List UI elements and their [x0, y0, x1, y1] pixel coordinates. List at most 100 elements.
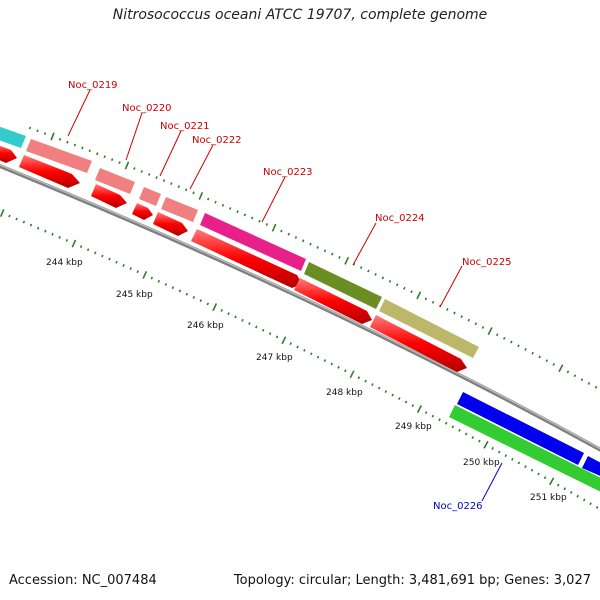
ruler-minor-tick [221, 203, 225, 207]
cds-arrow-1[interactable] [0, 144, 17, 163]
cds-arrow-8[interactable] [370, 315, 467, 372]
ruler-minor-tick [431, 300, 435, 304]
ruler-minor-tick [388, 279, 392, 283]
ruler-minor-tick [214, 200, 217, 204]
ruler-minor-tick [587, 382, 591, 385]
label-lines [67, 89, 503, 502]
ruler-minor-tick [228, 207, 232, 210]
ruler-major-tick [71, 239, 77, 248]
kbp-label-248: 248 kbp [326, 388, 363, 398]
cds-arrow-7[interactable] [294, 278, 372, 324]
ruler-minor-tick [73, 143, 77, 147]
ruler-minor-tick [301, 239, 305, 243]
ruler-minor-tick [337, 365, 340, 369]
ruler-minor-tick [566, 370, 570, 374]
gene-block-noc0221[interactable] [139, 187, 161, 206]
ruler-minor-tick [576, 494, 579, 498]
ruler-minor-tick [44, 229, 47, 233]
ruler-minor-tick [367, 269, 370, 273]
ruler-major-tick [549, 477, 555, 486]
cds-arrow-5[interactable] [153, 212, 188, 236]
ruler-minor-tick [524, 348, 527, 351]
ruler-minor-tick [234, 315, 237, 319]
ruler-minor-tick [28, 126, 32, 130]
ruler-minor-tick [236, 210, 239, 214]
gene-block-noc0219[interactable] [26, 139, 92, 173]
ruler-minor-tick [88, 149, 91, 153]
ruler-minor-tick [556, 483, 560, 487]
gene-block-noc0225[interactable] [379, 299, 479, 358]
kbp-label-250: 250 kbp [463, 458, 500, 468]
gene-block-blue-1[interactable] [457, 392, 584, 465]
ruler-minor-tick [580, 378, 584, 382]
kbp-label-246: 246 kbp [187, 321, 224, 331]
ruler-minor-tick [136, 270, 139, 274]
ruler-minor-tick [220, 308, 223, 312]
cds-arrow-2[interactable] [19, 155, 80, 188]
cds-arrow-4[interactable] [132, 203, 153, 220]
ruler-minor-tick [446, 308, 449, 311]
gene-block-cyan[interactable] [0, 125, 26, 148]
ruler-minor-tick [530, 468, 534, 472]
ruler-major-tick [558, 364, 564, 373]
ruler-minor-tick [589, 502, 592, 506]
ruler-minor-tick [491, 446, 494, 450]
gene-label-noc0225[interactable]: Noc_0225 [462, 257, 512, 268]
gene-label-noc0223[interactable]: Noc_0223 [263, 167, 313, 178]
ruler-minor-tick [133, 167, 136, 170]
ruler-minor-tick [162, 179, 166, 183]
ruler-minor-tick [357, 376, 361, 380]
ruler-minor-tick [410, 290, 413, 294]
gene-block-noc0220[interactable] [95, 168, 135, 194]
gene-block-noc0222[interactable] [161, 197, 198, 222]
ruler-minor-tick [248, 322, 251, 326]
ruler-minor-tick [569, 491, 573, 494]
ruler-minor-tick [316, 245, 319, 249]
ruler-minor-tick [115, 260, 118, 264]
gene-block-noc0224[interactable] [304, 262, 382, 309]
gene-label-noc0226[interactable]: Noc_0226 [433, 501, 483, 512]
ruler-major-tick [212, 303, 218, 312]
ruler-minor-tick [451, 425, 455, 429]
gene-label-noc0222[interactable]: Noc_0222 [192, 135, 242, 146]
cds-arrow-3[interactable] [91, 184, 127, 208]
ruler-major-tick [416, 291, 422, 300]
kbp-label-247: 247 kbp [256, 353, 293, 363]
gene-label-noc0221[interactable]: Noc_0221 [160, 121, 210, 132]
ruler-minor-tick [15, 217, 18, 221]
ruler-minor-tick [150, 276, 154, 280]
ruler-major-tick [483, 440, 489, 449]
ruler-minor-tick [199, 299, 203, 303]
ruler-minor-tick [374, 273, 377, 276]
ruler-minor-tick [268, 332, 272, 336]
gene-block-noc0223[interactable] [200, 213, 306, 271]
gene-label-noc0220[interactable]: Noc_0220 [122, 103, 172, 114]
gene-label-noc0224[interactable]: Noc_0224 [375, 213, 425, 224]
ruler-minor-tick [371, 383, 374, 387]
ruler-minor-tick [22, 220, 26, 224]
ruler-minor-tick [395, 283, 399, 287]
ruler-minor-tick [110, 158, 114, 162]
ruler-minor-tick [140, 170, 143, 173]
gene-block-noc0226[interactable] [449, 405, 600, 494]
ruler-minor-tick [192, 295, 196, 299]
ruler-minor-tick [294, 236, 298, 239]
ruler-minor-tick [582, 498, 586, 502]
ruler-minor-tick [467, 318, 471, 322]
ruler-major-tick [271, 223, 277, 232]
ruler-labels: 244 kbp 245 kbp 246 kbp 247 kbp 248 kbp … [46, 258, 567, 503]
ruler-minor-tick [391, 393, 394, 397]
ruler-minor-tick [122, 263, 125, 267]
ruler-minor-tick [178, 289, 182, 293]
ruler-minor-tick [227, 312, 230, 316]
gene-label-noc0219[interactable]: Noc_0219 [68, 80, 118, 91]
ruler-minor-tick [511, 457, 514, 461]
ruler-minor-tick [424, 411, 428, 415]
ruler-minor-tick [185, 292, 189, 296]
ruler-minor-tick [510, 340, 513, 344]
cds-arrow-6[interactable] [191, 229, 302, 288]
ruler-minor-tick [157, 279, 161, 283]
gene-block-blue-2[interactable] [582, 456, 600, 478]
cds-track [0, 144, 467, 372]
ruler-minor-tick [147, 173, 151, 176]
